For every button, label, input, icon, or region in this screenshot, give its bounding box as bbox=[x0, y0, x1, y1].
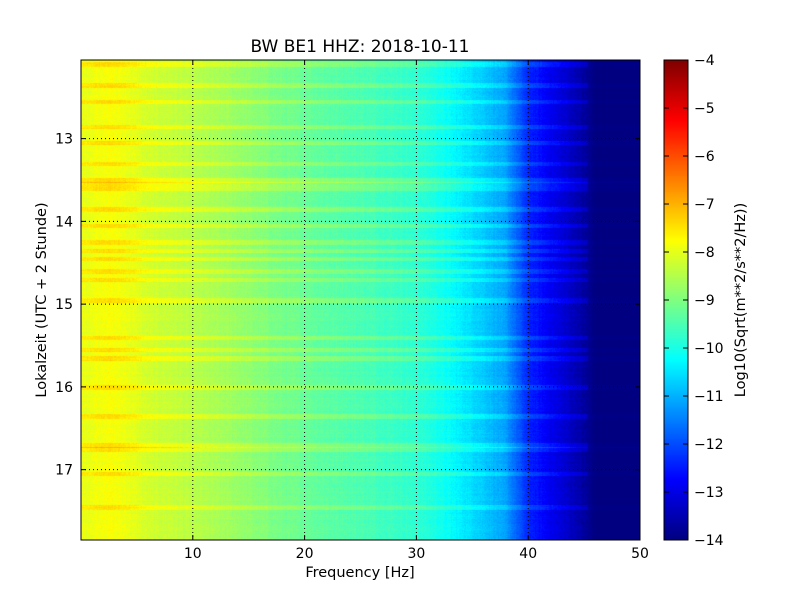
colorbar-tick-label: −5 bbox=[694, 101, 715, 117]
colorbar: −4 −5 −6 −7 −8 −9 −10 −11 −12 −13 −14 Log10(Sqrt(m… bbox=[663, 53, 749, 549]
colorbar-tick-label: −9 bbox=[694, 293, 715, 309]
x-tick-label: 20 bbox=[296, 546, 314, 562]
colorbar-tick-label: −7 bbox=[694, 197, 715, 213]
colorbar-tick-label: −13 bbox=[694, 485, 724, 501]
colorbar-tick-label: −10 bbox=[694, 341, 724, 357]
y-axis-label: Lokalzeit (UTC + 2 Stunde) bbox=[34, 202, 50, 397]
grid-lines bbox=[81, 60, 640, 540]
colorbar-tick-label: −6 bbox=[694, 149, 715, 165]
x-tick-label: 10 bbox=[184, 546, 202, 562]
y-tick-label: 14 bbox=[55, 214, 73, 230]
y-tick-label: 16 bbox=[55, 380, 73, 396]
y-tick-label: 15 bbox=[55, 297, 73, 313]
colorbar-tick-label: −8 bbox=[694, 245, 715, 261]
y-tick-label: 17 bbox=[55, 463, 73, 479]
chart-title: BW BE1 HHZ: 2018-10-11 bbox=[250, 37, 469, 57]
colorbar-tick-label: −14 bbox=[694, 533, 724, 549]
y-axis: 13 14 15 16 17 bbox=[55, 132, 640, 479]
y-tick-label: 13 bbox=[55, 132, 73, 148]
colorbar-tick-label: −11 bbox=[694, 389, 724, 405]
x-axis-label: Frequency [Hz] bbox=[305, 565, 414, 581]
plot-area bbox=[80, 59, 641, 541]
plot-frame bbox=[80, 59, 641, 541]
x-tick-label: 40 bbox=[519, 546, 537, 562]
x-tick-label: 50 bbox=[631, 546, 649, 562]
x-tick-label: 30 bbox=[407, 546, 425, 562]
colorbar-tick-label: −4 bbox=[694, 53, 715, 69]
colorbar-tick-label: −12 bbox=[694, 437, 724, 453]
x-axis: 10 20 30 40 50 bbox=[184, 60, 649, 562]
spectrogram-heatmap bbox=[81, 60, 640, 540]
colorbar-ticks: −4 −5 −6 −7 −8 −9 −10 −11 −12 −13 −14 bbox=[664, 53, 724, 549]
colorbar-label: Log10(Sqrt(m**2/s**2/Hz)) bbox=[733, 203, 749, 397]
